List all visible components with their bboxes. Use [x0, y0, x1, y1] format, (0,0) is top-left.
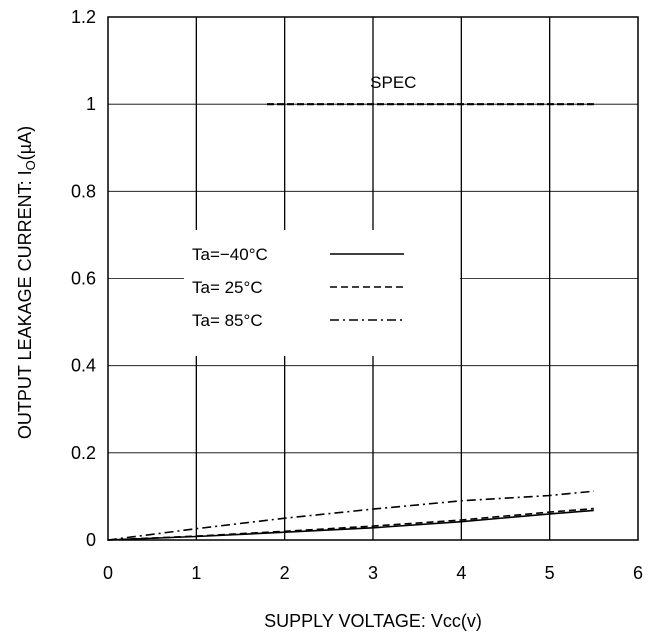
y-tick-label: 0.8 [71, 181, 96, 201]
y-tick-label: 0 [86, 530, 96, 550]
x-tick-label: 0 [103, 563, 113, 583]
y-tick-label: 1 [86, 94, 96, 114]
series-lines [108, 491, 594, 540]
y-axis-title: OUTPUT LEAKAGE CURRENT: IO(µA) [15, 126, 38, 439]
legend-label: Ta= 25°C [192, 278, 263, 297]
legend-label: Ta= 85°C [192, 311, 263, 330]
spec-label: SPEC [370, 73, 416, 92]
x-tick-label: 1 [191, 563, 201, 583]
x-tick-label: 6 [633, 563, 643, 583]
y-axis-title-unit: (µA) [15, 126, 35, 160]
y-tick-labels: 0 0.2 0.4 0.6 0.8 1 1.2 [71, 7, 96, 550]
x-tick-label: 5 [545, 563, 555, 583]
legend: Ta=−40°C Ta= 25°C Ta= 85°C [184, 230, 460, 356]
y-tick-label: 0.2 [71, 443, 96, 463]
series-line [108, 509, 594, 540]
x-axis-title: SUPPLY VOLTAGE: Vcc(v) [264, 611, 482, 631]
x-tick-labels: 0 1 2 3 4 5 6 [103, 563, 643, 583]
legend-label: Ta=−40°C [192, 245, 268, 264]
y-axis-title-subscript: O [23, 160, 38, 170]
x-tick-label: 2 [280, 563, 290, 583]
x-tick-label: 4 [456, 563, 466, 583]
y-tick-label: 0.6 [71, 269, 96, 289]
x-tick-label: 3 [368, 563, 378, 583]
spec-annotation: SPEC [267, 73, 594, 104]
y-tick-label: 1.2 [71, 7, 96, 27]
series-line [108, 491, 594, 540]
y-tick-label: 0.4 [71, 356, 96, 376]
y-axis-title-main: OUTPUT LEAKAGE CURRENT: I [15, 170, 35, 439]
